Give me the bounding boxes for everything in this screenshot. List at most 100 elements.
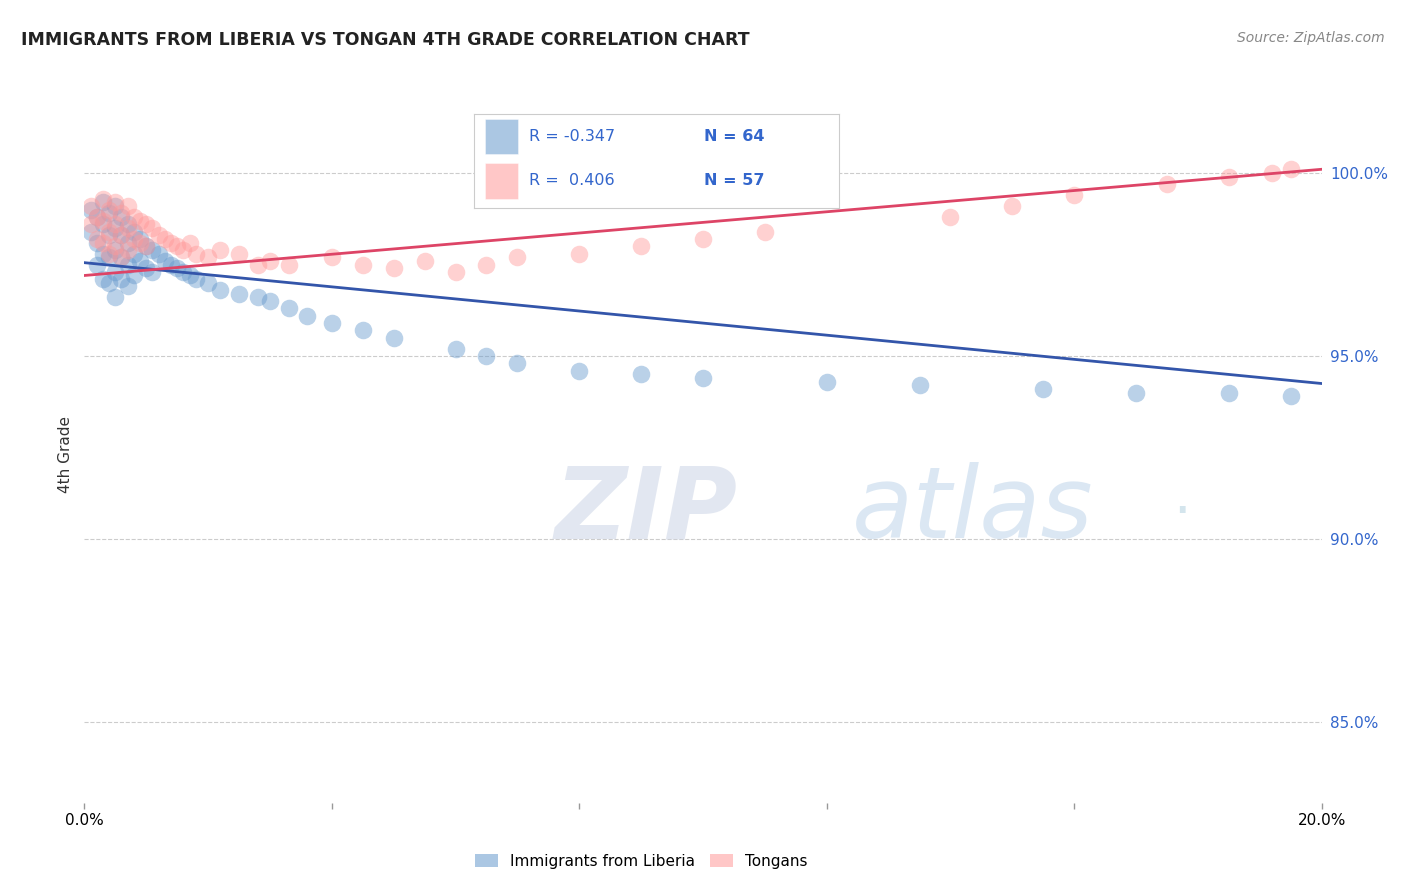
Point [246,290,269,304]
Point [160,235,183,250]
Point [91,213,114,227]
Point [122,210,145,224]
Point [277,301,299,316]
Point [135,239,157,253]
Point [1218,169,1240,184]
Point [122,225,145,239]
Point [475,258,498,272]
Point [104,290,127,304]
Point [135,239,157,253]
Point [475,349,498,363]
Point [1218,385,1240,400]
Point [91,217,114,231]
Point [117,243,139,257]
Point [172,265,194,279]
Point [259,253,281,268]
Point [209,283,232,297]
Legend: Immigrants from Liberia, Tongans: Immigrants from Liberia, Tongans [468,848,814,875]
Point [259,294,281,309]
Point [1279,389,1302,403]
Point [110,228,132,243]
Point [172,243,194,257]
Point [939,210,962,224]
Point [382,331,405,345]
Point [277,258,299,272]
Point [86,258,108,272]
Point [692,232,714,246]
Point [98,276,121,290]
Point [166,261,188,276]
Point [148,246,170,260]
Point [79,217,101,231]
Point [568,246,591,260]
Point [98,246,121,260]
Point [98,206,121,220]
Point [117,235,139,250]
Point [122,246,145,260]
Point [86,210,108,224]
Point [1001,199,1024,213]
Point [129,213,152,227]
Point [91,272,114,286]
Point [1261,166,1284,180]
Point [79,199,101,213]
Text: Source: ZipAtlas.com: Source: ZipAtlas.com [1237,31,1385,45]
Point [104,220,127,235]
Point [122,232,145,246]
Point [246,258,269,272]
Point [166,239,188,253]
Point [1063,188,1085,202]
Point [382,261,405,276]
Point [630,239,652,253]
Point [104,217,127,231]
Point [160,258,183,272]
Point [98,250,121,264]
Point [1156,177,1178,191]
Point [117,220,139,235]
Point [135,217,157,231]
Point [179,235,201,250]
Point [110,210,132,224]
Y-axis label: 4th Grade: 4th Grade [58,417,73,493]
Point [86,210,108,224]
Point [352,258,374,272]
Point [908,378,931,392]
Point [1125,385,1147,400]
Text: ·: · [1173,487,1191,541]
Point [86,235,108,250]
Point [122,268,145,283]
Point [104,239,127,253]
Point [141,265,163,279]
Point [104,195,127,210]
Point [129,235,152,250]
Point [104,243,127,257]
Point [117,217,139,231]
Point [184,246,207,260]
Point [110,272,132,286]
Point [129,253,152,268]
Point [104,265,127,279]
Point [184,272,207,286]
Point [98,225,121,239]
Point [444,265,467,279]
Point [352,323,374,337]
Point [148,228,170,243]
Point [91,195,114,210]
Point [98,228,121,243]
Point [98,202,121,217]
Point [197,276,219,290]
Point [135,261,157,276]
Point [228,286,250,301]
Point [110,250,132,264]
Text: IMMIGRANTS FROM LIBERIA VS TONGAN 4TH GRADE CORRELATION CHART: IMMIGRANTS FROM LIBERIA VS TONGAN 4TH GR… [21,31,749,49]
Point [228,246,250,260]
Point [117,199,139,213]
Point [91,246,114,260]
Point [141,220,163,235]
Point [692,371,714,385]
Point [815,375,838,389]
Point [568,364,591,378]
Point [413,253,436,268]
Point [321,250,343,264]
Point [117,258,139,272]
